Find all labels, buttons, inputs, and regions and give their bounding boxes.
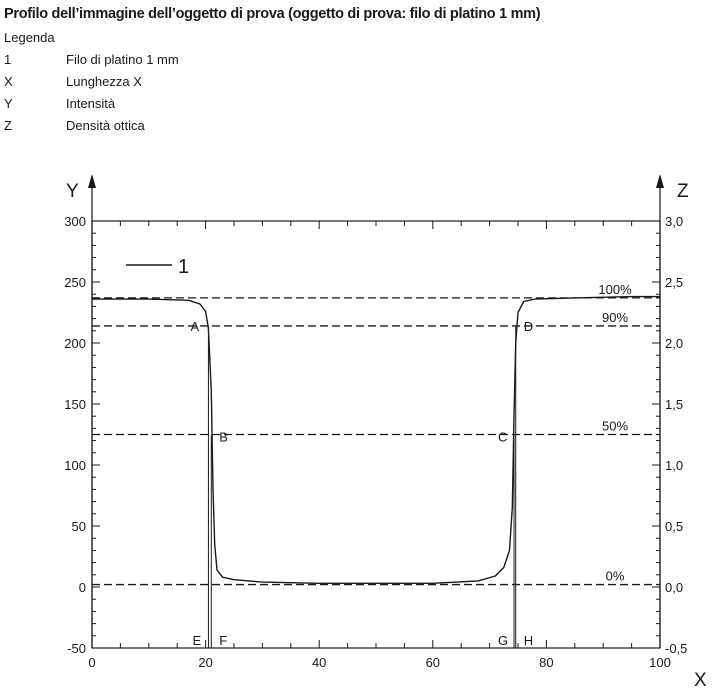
reference-line-label: 0% [606, 569, 625, 584]
y-tick-label: 50 [72, 519, 86, 534]
y-tick-label: 200 [64, 336, 86, 351]
point-label-b: B [219, 430, 228, 445]
figure-title: Profilo dell’immagine dell’oggetto di pr… [4, 6, 541, 22]
z-tick-label: 1,5 [665, 397, 683, 412]
point-label-h: H [524, 633, 533, 648]
z-tick-label: 2,0 [665, 336, 683, 351]
legend-text: Intensità [66, 96, 116, 111]
point-label-c: C [498, 430, 507, 445]
point-label-f: F [219, 633, 227, 648]
legend-heading: Legenda [4, 30, 55, 45]
reference-line-label: 90% [602, 310, 628, 325]
legend-row-y: Y Intensità [4, 96, 115, 111]
y-tick-label: 100 [64, 458, 86, 473]
x-tick-label: 0 [88, 655, 95, 670]
y-tick-label: 300 [64, 214, 86, 229]
legend-text: Densità ottica [66, 118, 145, 133]
legend-row-z: Z Densità ottica [4, 118, 145, 133]
legend-row-x: X Lunghezza X [4, 74, 142, 89]
z-tick-label: 2,5 [665, 275, 683, 290]
z-tick-label: 3,0 [665, 214, 683, 229]
z-axis-arrow-icon [656, 174, 664, 188]
y-axis-arrow-icon [88, 174, 96, 188]
point-label-e: E [192, 633, 201, 648]
x-axis-label: X [694, 670, 707, 690]
x-tick-label: 100 [649, 655, 671, 670]
y-axis-label: Y [66, 181, 79, 202]
z-tick-label: 0,5 [665, 519, 683, 534]
legend-key: 1 [4, 52, 12, 67]
reference-line-label: 100% [598, 282, 632, 297]
y-tick-label: 250 [64, 275, 86, 290]
point-label-d: D [524, 319, 533, 334]
point-label-a: A [190, 319, 199, 334]
x-tick-label: 40 [312, 655, 326, 670]
z-tick-label: 0,0 [665, 580, 683, 595]
y-tick-label: 150 [64, 397, 86, 412]
z-axis-label: Z [677, 181, 689, 202]
z-tick-label: 1,0 [665, 458, 683, 473]
z-tick-label: -0,5 [665, 641, 687, 656]
x-tick-label: 60 [426, 655, 440, 670]
legend-text: Lunghezza X [66, 74, 142, 89]
legend-key: Y [4, 96, 13, 111]
series-line-1 [92, 295, 660, 584]
y-tick-label: -50 [67, 641, 86, 656]
legend-key: X [4, 74, 13, 89]
legend-series-label: 1 [178, 256, 189, 278]
legend-key: Z [4, 118, 12, 133]
y-tick-label: 0 [79, 580, 86, 595]
x-tick-label: 80 [539, 655, 553, 670]
reference-line-label: 50% [602, 419, 628, 434]
legend-text: Filo di platino 1 mm [66, 52, 179, 67]
x-tick-label: 20 [198, 655, 212, 670]
legend-row-1: 1 Filo di platino 1 mm [4, 52, 179, 67]
point-label-g: G [498, 633, 508, 648]
